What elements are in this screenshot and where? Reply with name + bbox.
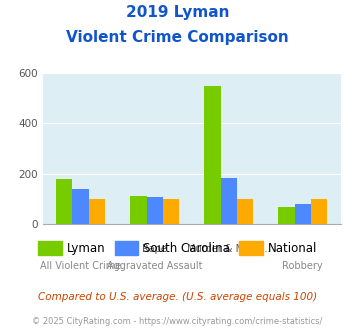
Text: Aggravated Assault: Aggravated Assault [107, 260, 202, 271]
Text: 2019 Lyman: 2019 Lyman [126, 5, 229, 20]
Text: Rape: Rape [142, 244, 167, 254]
Bar [237, 199, 253, 224]
Text: Murder & Mans...: Murder & Mans... [187, 244, 271, 254]
Bar [56, 180, 72, 224]
Text: © 2025 CityRating.com - https://www.cityrating.com/crime-statistics/: © 2025 CityRating.com - https://www.city… [32, 317, 323, 326]
Bar [278, 207, 295, 224]
Text: Compared to U.S. average. (U.S. average equals 100): Compared to U.S. average. (U.S. average … [38, 292, 317, 302]
Bar [130, 196, 147, 224]
Bar [147, 197, 163, 224]
Bar [72, 189, 89, 224]
Bar [295, 204, 311, 224]
Bar [89, 199, 105, 224]
Bar [311, 199, 327, 224]
Text: Robbery: Robbery [283, 260, 323, 271]
Text: All Violent Crime: All Violent Crime [40, 260, 121, 271]
Bar [163, 199, 179, 224]
Text: Violent Crime Comparison: Violent Crime Comparison [66, 30, 289, 45]
Bar [220, 178, 237, 224]
Legend: Lyman, South Carolina, National: Lyman, South Carolina, National [33, 237, 322, 260]
Bar [204, 86, 220, 224]
